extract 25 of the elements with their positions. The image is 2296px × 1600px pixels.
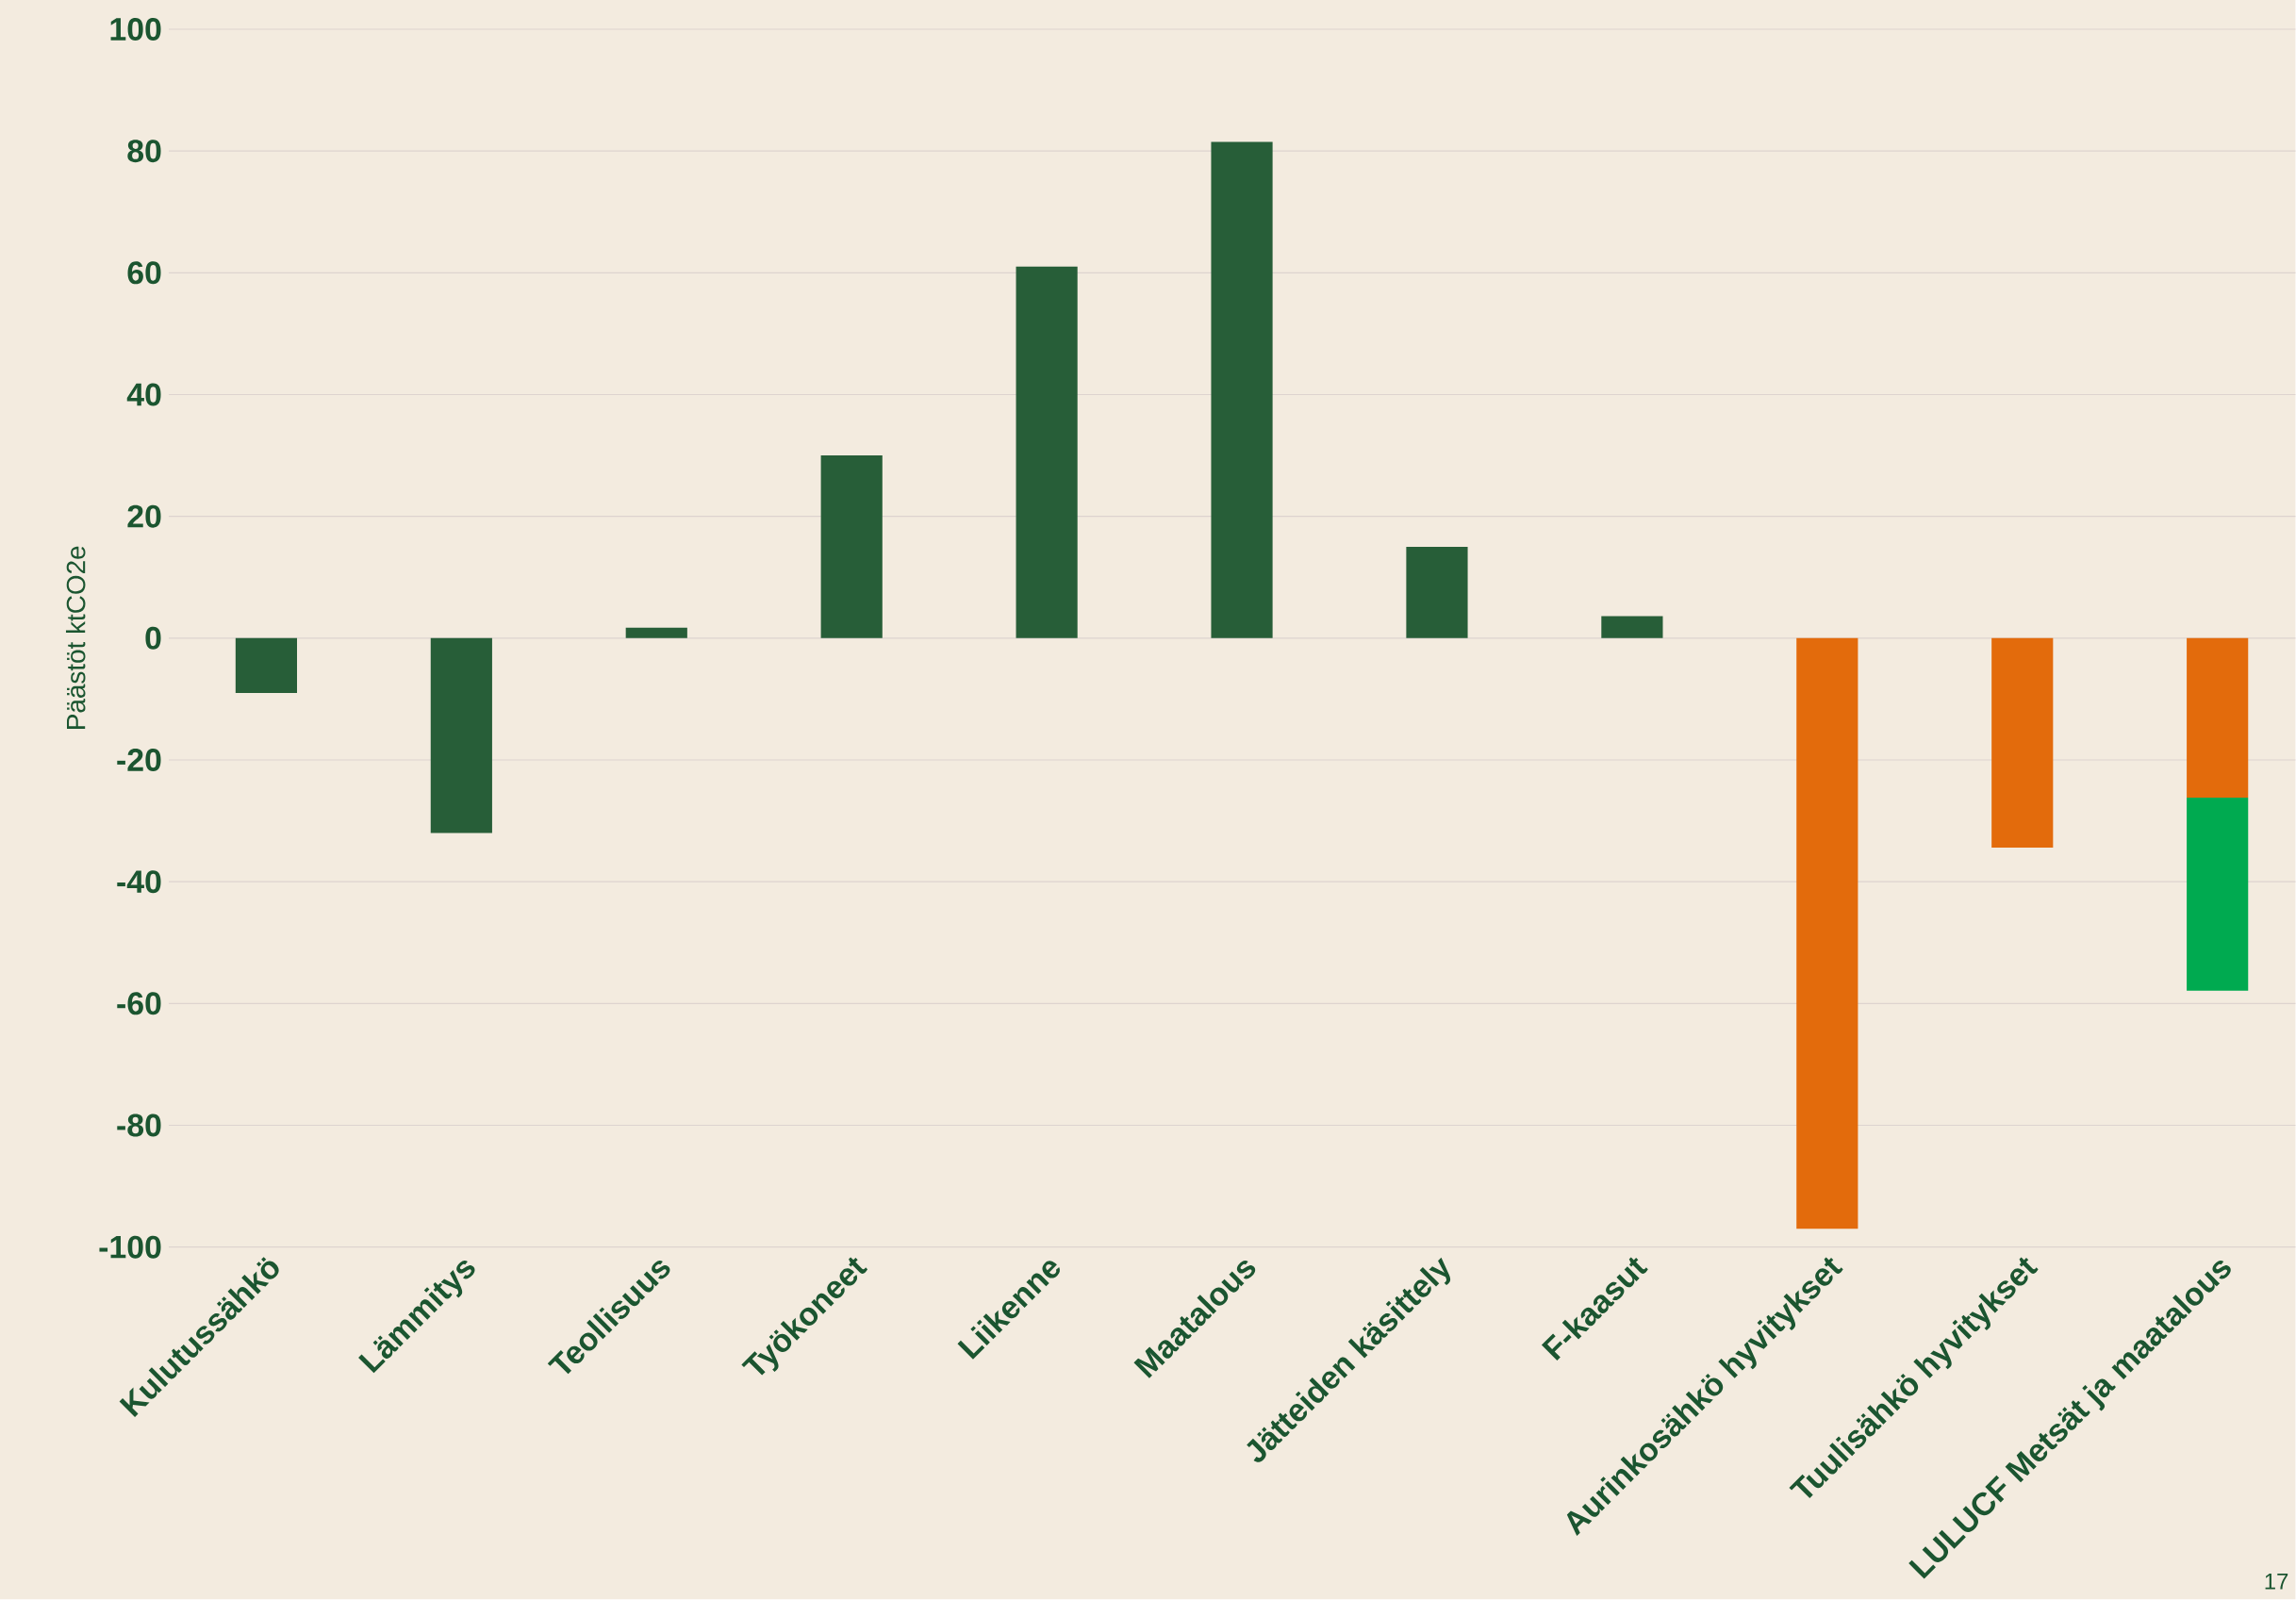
bar (1016, 267, 1078, 639)
y-tick-label: -40 (117, 870, 161, 894)
y-axis-title: Päästöt ktCO2e (65, 546, 86, 730)
bar (625, 628, 687, 639)
bar (2187, 638, 2249, 799)
bar (1601, 616, 1663, 639)
y-tick-label: 100 (110, 18, 161, 41)
bar (1991, 638, 2054, 849)
bar (430, 638, 492, 833)
bar (2187, 798, 2249, 991)
bar (1796, 638, 1858, 1229)
y-tick-label: 20 (127, 504, 161, 528)
y-tick-label: 0 (145, 627, 161, 651)
text: 17 (2265, 1574, 2288, 1590)
bar (235, 638, 298, 694)
y-tick-label: 80 (127, 140, 161, 163)
y-tick-label: -20 (117, 749, 161, 772)
y-tick-label: -100 (99, 1235, 161, 1259)
y-tick-label: -80 (117, 1113, 161, 1137)
y-tick-label: 40 (126, 383, 161, 406)
y-tick-label: -60 (117, 992, 161, 1015)
bar (1406, 547, 1468, 639)
bar (820, 455, 883, 639)
y-tick-label: 60 (127, 261, 161, 285)
bar (1211, 141, 1273, 639)
